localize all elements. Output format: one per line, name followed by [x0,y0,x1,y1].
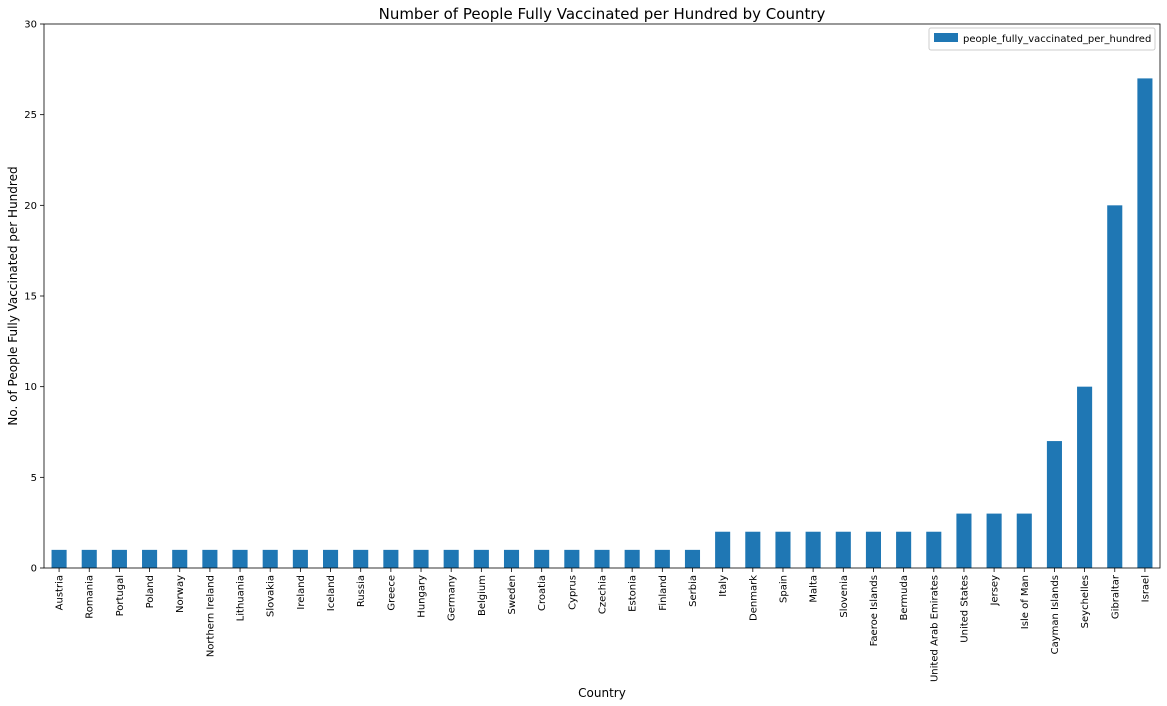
legend: people_fully_vaccinated_per_hundred [928,27,1156,51]
bar-united-states [956,513,972,568]
x-tick-label: Gibraltar [1110,574,1121,619]
bar-denmark [745,531,761,568]
x-tick-label: Cayman Islands [1050,575,1061,654]
legend-label: people_fully_vaccinated_per_hundred [963,34,1151,45]
x-tick-label: Austria [55,575,66,610]
x-tick-label: United Arab Emirates [929,575,940,682]
bar-finland [654,549,670,568]
x-tick-label: Finland [658,575,669,611]
legend-box [928,27,1156,51]
x-tick-label: Northern Ireland [205,575,216,657]
bar-poland [142,549,158,568]
x-tick-label: Belgium [477,575,488,616]
y-tick-label: 5 [31,473,37,484]
x-tick-label: Bermuda [899,575,910,621]
y-tick-label: 30 [24,20,37,31]
x-tick-label: Hungary [417,575,428,618]
x-tick-label: Malta [809,575,820,603]
x-tick-label: Romania [85,575,96,619]
x-tick-label: Cyprus [567,575,578,610]
x-tick-label: Croatia [537,575,548,611]
bar-spain [775,531,791,568]
y-tick-label: 0 [31,564,37,575]
x-tick-label: Israel [1140,575,1151,602]
x-tick-label: Estonia [628,575,639,612]
x-tick-label: Russia [356,575,367,607]
bar-czechia [594,549,610,568]
x-tick-label: United States [959,575,970,643]
bar-norway [172,549,188,568]
legend-swatch [934,33,958,42]
bar-serbia [684,549,701,568]
bar-faeroe-islands [865,531,881,568]
x-tick-label: Jersey [990,575,1001,607]
bar-slovenia [835,531,851,568]
x-axis-label: Country [578,686,626,700]
bar-ireland [292,549,308,568]
x-tick-label: Denmark [748,575,759,621]
y-tick-label: 25 [24,110,37,121]
bar-hungary [413,549,429,568]
y-tick-label: 10 [24,382,37,393]
bar-greece [383,549,399,568]
x-tick-label: Sweden [507,575,518,615]
bar-gibraltar [1107,205,1123,569]
bar-croatia [534,549,550,568]
x-tick-label: Slovakia [266,575,277,617]
y-axis-label: No. of People Fully Vaccinated per Hundr… [6,166,20,425]
x-tick-label: Ireland [296,575,307,610]
x-tick-label: Seychelles [1080,575,1091,628]
x-tick-label: Portugal [115,575,126,616]
x-tick-label: Poland [145,575,156,608]
bar-lithuania [232,549,248,568]
x-tick-label: Serbia [688,575,699,607]
bar-sweden [503,549,520,568]
bar-belgium [473,549,489,568]
bar-slovakia [262,549,278,568]
x-tick-label: Italy [718,575,729,597]
x-tick-label: Faeroe Islands [869,575,880,646]
x-tick-label: Isle of Man [1020,575,1031,629]
bar-isle-of-man [1016,513,1032,568]
bar-portugal [111,549,127,568]
y-tick-label: 20 [24,201,37,212]
x-tick-label: Spain [778,575,789,603]
x-tick-label: Lithuania [236,575,247,621]
x-tick-label: Czechia [598,575,609,614]
bar-germany [443,549,459,568]
plot-area: 0 5 10 15 20 25 30 Austria Romania Portugal Poland… [24,20,1153,682]
bar-cyprus [564,549,580,568]
plot-frame [43,23,1161,569]
x-tick-label: Greece [386,575,397,611]
bar-cayman-islands [1046,441,1062,568]
bar-malta [805,531,821,568]
bar-austria [51,549,67,568]
bar-russia [353,549,369,568]
bar-israel [1137,78,1153,569]
x-tick-label: Germany [447,575,458,621]
x-tick-label: Iceland [326,575,337,611]
bar-estonia [624,549,640,568]
bar-jersey [986,513,1002,568]
bar-italy [715,531,731,568]
bar-iceland [323,549,339,568]
bar-bermuda [896,531,912,568]
bar-united-arab-emirates [926,531,942,568]
bar-romania [81,549,97,568]
x-tick-label: Norway [175,575,186,613]
y-tick-label: 15 [24,292,37,303]
chart-title: Number of People Fully Vaccinated per Hu… [379,5,826,23]
bar-seychelles [1077,386,1093,568]
x-tick-label: Slovenia [839,575,850,618]
bar-northern-ireland [202,549,218,568]
